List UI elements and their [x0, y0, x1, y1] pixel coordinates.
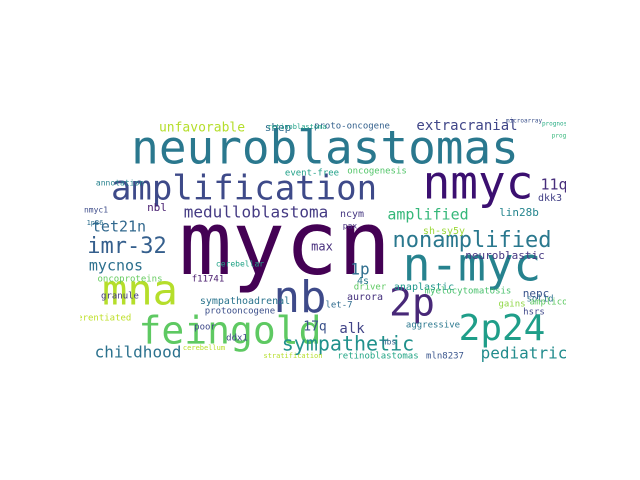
cloud-word: 11q — [540, 176, 566, 194]
cloud-word: poor — [194, 323, 216, 333]
cloud-word: tet21n — [92, 218, 146, 236]
cloud-word: oncogenesis — [347, 167, 407, 177]
cloud-word: retinoblastoma — [267, 123, 326, 131]
cloud-word: childhood — [95, 343, 182, 362]
cloud-word: prognosis — [552, 133, 566, 140]
cloud-word: ddx1 — [226, 334, 248, 344]
cloud-word: 4s — [357, 276, 369, 287]
cloud-word: amplicons — [530, 298, 566, 308]
cloud-word: mycn — [179, 192, 391, 295]
cloud-word: anaplastic — [394, 282, 454, 293]
cloud-word: oncoproteins — [97, 275, 162, 285]
cloud-word: let-7 — [325, 301, 352, 311]
cloud-word: solid — [526, 295, 553, 305]
cloud-word: sympathoadrenal — [200, 296, 290, 307]
cloud-word: pax — [343, 222, 358, 231]
cloud-word: undifferentiated — [80, 314, 131, 324]
cloud-word: retinoblastomas — [337, 352, 418, 362]
cloud-word: mln8237 — [426, 352, 464, 362]
cloud-word: pediatric — [481, 344, 566, 363]
cloud-word: nmyc1 — [84, 206, 108, 215]
cloud-word: nb — [274, 272, 327, 323]
cloud-word: ncym — [340, 209, 364, 220]
cloud-word: prognostic — [542, 121, 566, 128]
cloud-word: 2p24 — [459, 308, 546, 349]
cloud-word: aurora — [347, 292, 383, 303]
cloud-word: driver — [354, 283, 387, 293]
cloud-word: unfavorable — [159, 121, 245, 136]
cloud-word: microarray — [506, 118, 543, 125]
cloud-word: f11741 — [192, 275, 225, 285]
cloud-word: mycnos — [89, 257, 143, 275]
cloud-word: myelocytomatosis — [425, 287, 512, 297]
cloud-word: sympathetic — [282, 332, 414, 356]
cloud-word: imr-32 — [87, 234, 166, 259]
cloud-word: nbl — [147, 201, 167, 214]
cloud-word: n-myc — [403, 238, 541, 292]
cloud-word: cerebellar — [216, 260, 264, 269]
cloud-word: medulloblastoma — [184, 203, 329, 222]
cloud-word: 1p — [350, 260, 369, 279]
cloud-word: nmyc — [423, 156, 534, 210]
cloud-word: 2p — [389, 281, 435, 325]
cloud-word: gains — [498, 300, 525, 310]
cloud-word: nepc — [523, 287, 550, 300]
cloud-word: granule — [101, 292, 139, 302]
cloud-word: dkk3 — [538, 193, 562, 204]
cloud-word: hsrs — [523, 308, 545, 318]
cloud-word: shep — [265, 121, 292, 134]
cloud-word: lin28b — [499, 206, 539, 219]
cloud-word: sh-sy5y — [423, 226, 465, 237]
cloud-word: max — [311, 240, 333, 254]
cloud-word: stratification — [263, 352, 322, 360]
cloud-word: mna — [102, 266, 178, 315]
cloud-word: protooncogene — [205, 307, 275, 317]
cloud-word: 1p36 — [87, 219, 104, 227]
cloud-word: proto-oncogene — [314, 122, 390, 132]
cloud-word: nbs — [382, 338, 397, 347]
cloud-word: neuroblastic — [465, 249, 544, 262]
cloud-word: annotation — [96, 179, 144, 188]
cloud-word: amplification — [111, 169, 377, 209]
cloud-word: feingold — [138, 309, 321, 353]
cloud-word: extracranial — [416, 118, 517, 134]
cloud-word: event-free — [285, 169, 339, 179]
cloud-word: amplified — [387, 206, 468, 224]
word-cloud: neuroblastomas mycn amplification nmyc n-myc… — [80, 116, 566, 366]
cloud-word: 17q — [303, 320, 326, 335]
cloud-word: cerebellum — [183, 344, 225, 352]
cloud-word: nonamplified — [393, 228, 552, 253]
cloud-word: neuroblastomas — [131, 121, 519, 175]
cloud-word: aggressive — [406, 321, 460, 331]
cloud-word: alk — [339, 321, 365, 337]
